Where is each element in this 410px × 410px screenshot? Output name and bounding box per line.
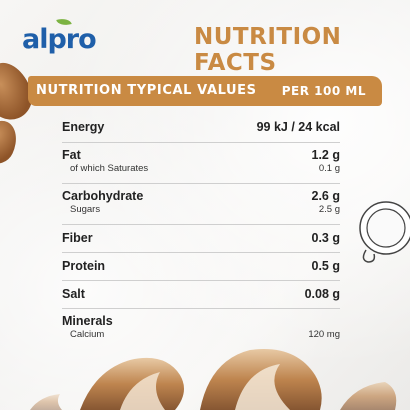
- nutrient-value: 0.08 g: [304, 287, 340, 301]
- table-header-left: NUTRITION TYPICAL VALUES: [36, 83, 257, 98]
- sub-nutrient-value: 0.1 g: [318, 163, 340, 174]
- table-row-carbohydrate: Carbohydrate 2.6 g Sugars 2.5 g: [62, 184, 340, 225]
- nutrient-value: 99 kJ / 24 kcal: [256, 120, 340, 134]
- nutrient-value: 0.5 g: [311, 259, 341, 273]
- nutrient-label: Energy: [62, 120, 105, 134]
- brand-logo: alpro: [22, 24, 97, 55]
- milk-swirl-decoration: [30, 349, 397, 410]
- nutrient-value: 2.6 g: [311, 189, 341, 203]
- table-row-salt: Salt 0.08 g: [62, 281, 340, 309]
- table-header-band: [28, 76, 382, 106]
- nutrient-label: Protein: [62, 259, 106, 273]
- sub-nutrient-label: Calcium: [70, 329, 105, 340]
- nutrition-table: Energy 99 kJ / 24 kcal Fat 1.2 g of whic…: [62, 114, 340, 349]
- sub-nutrient-label: Sugars: [70, 204, 101, 215]
- sub-nutrient-value: 2.5 g: [318, 204, 340, 215]
- nutrient-value: 1.2 g: [311, 148, 341, 162]
- page-title: NUTRITION FACTS: [194, 24, 342, 76]
- table-header-right: PER 100 ML: [281, 84, 366, 98]
- nutrient-label: Fat: [62, 148, 81, 162]
- nutrient-label: Fiber: [62, 231, 93, 245]
- sub-nutrient-value: 120 mg: [308, 329, 340, 340]
- table-row-fat: Fat 1.2 g of which Saturates 0.1 g: [62, 143, 340, 184]
- sub-nutrient-label: of which Saturates: [70, 163, 149, 174]
- nutrient-label: Carbohydrate: [62, 189, 144, 203]
- table-row-minerals: Minerals Calcium 120 mg: [62, 309, 340, 349]
- nutrient-label: Minerals: [62, 314, 113, 328]
- nutrient-label: Salt: [62, 287, 85, 301]
- table-row-energy: Energy 99 kJ / 24 kcal: [62, 114, 340, 143]
- table-row-fiber: Fiber 0.3 g: [62, 225, 340, 253]
- table-row-protein: Protein 0.5 g: [62, 253, 340, 281]
- coffee-cup-icon: [359, 201, 410, 263]
- nutrient-value: 0.3 g: [311, 231, 341, 245]
